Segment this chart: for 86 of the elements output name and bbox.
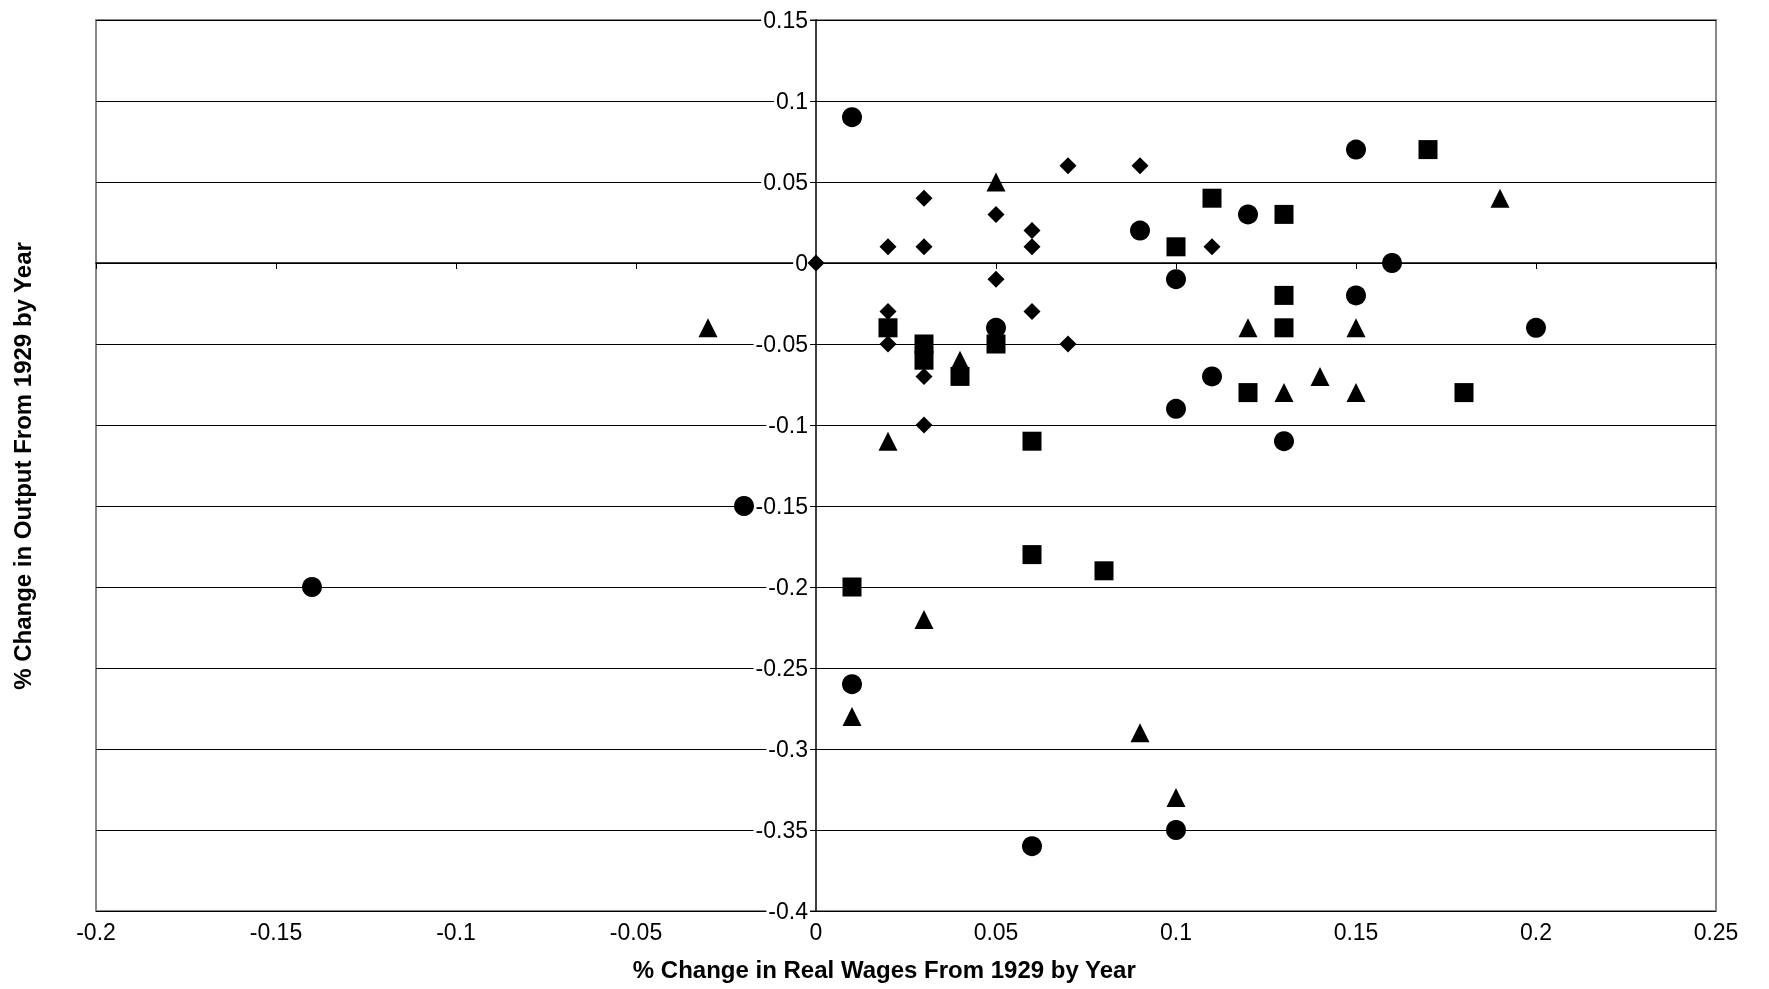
y-tick-label: -0.35	[755, 817, 808, 843]
point	[734, 496, 754, 516]
point	[1238, 383, 1258, 403]
point	[842, 107, 862, 128]
point	[1166, 398, 1186, 419]
point	[1346, 139, 1366, 160]
point	[914, 350, 934, 370]
point	[1022, 836, 1042, 857]
point	[879, 335, 897, 353]
x-tick-label: 0.15	[1333, 918, 1379, 945]
point	[987, 205, 1005, 223]
point	[1454, 383, 1474, 403]
point	[915, 416, 933, 434]
y-tick-label: -0.05	[755, 331, 808, 357]
point	[1274, 318, 1294, 338]
y-tick-label: -0.1	[768, 412, 808, 438]
point	[914, 609, 934, 629]
point	[1130, 723, 1150, 743]
y-axis-title: % Change in Output From 1929 by Year	[8, 242, 36, 690]
point	[879, 303, 897, 321]
x-tick-label: 0.05	[973, 918, 1019, 945]
point	[1346, 383, 1366, 403]
point	[1166, 269, 1186, 290]
point	[915, 238, 933, 256]
point	[1094, 561, 1114, 581]
point	[1346, 285, 1366, 306]
point	[1166, 820, 1186, 840]
point	[915, 367, 933, 385]
point	[1238, 204, 1258, 225]
point	[1238, 318, 1258, 338]
point	[1274, 431, 1294, 452]
y-tick-label: -0.4	[768, 898, 809, 924]
point	[1059, 335, 1077, 353]
point	[842, 707, 862, 727]
point	[1418, 140, 1438, 160]
point	[842, 674, 862, 695]
y-tick-label: -0.15	[755, 493, 808, 519]
point	[842, 577, 862, 597]
point	[878, 431, 898, 451]
x-tick-label: 0.1	[1160, 918, 1192, 945]
point	[1130, 220, 1150, 241]
y-tick-label: 0	[795, 250, 808, 276]
point	[1023, 222, 1041, 240]
point	[915, 189, 933, 207]
point	[1023, 238, 1041, 256]
point	[1023, 303, 1041, 321]
point	[1274, 383, 1294, 403]
point	[1526, 317, 1546, 338]
point	[1274, 204, 1294, 224]
x-axis-title: % Change in Real Wages From 1929 by Year	[632, 955, 1136, 983]
point	[986, 172, 1006, 192]
point	[1022, 431, 1042, 451]
x-tick-label: -0.2	[76, 918, 116, 945]
point	[1382, 253, 1402, 273]
x-tick-label: 0.2	[1520, 918, 1552, 945]
point	[1059, 157, 1077, 175]
point	[1310, 366, 1330, 386]
y-tick-label: -0.3	[768, 736, 808, 762]
point	[1274, 285, 1294, 305]
point	[878, 318, 898, 338]
y-tick-label: -0.2	[768, 574, 808, 600]
y-tick-label: 0.1	[776, 88, 808, 114]
point	[1202, 188, 1222, 208]
point	[1203, 238, 1221, 256]
y-tick-label: -0.25	[755, 655, 808, 681]
y-tick-label: 0.05	[763, 169, 808, 195]
x-tick-label: -0.1	[436, 918, 476, 945]
point	[1166, 788, 1186, 808]
point	[698, 318, 718, 338]
x-tick-label: -0.15	[249, 918, 303, 945]
point	[1022, 545, 1042, 565]
point	[986, 317, 1006, 338]
x-tick-label: -0.05	[609, 918, 663, 945]
point	[1166, 237, 1186, 257]
point	[807, 254, 825, 272]
point	[950, 350, 970, 370]
point	[987, 270, 1005, 288]
y-tick-label: 0.15	[763, 7, 808, 33]
point	[1131, 157, 1149, 175]
point	[1490, 188, 1510, 208]
point	[302, 577, 322, 597]
point	[986, 334, 1006, 354]
point	[1346, 318, 1366, 338]
x-tick-label: 0.25	[1693, 918, 1739, 945]
point	[1202, 366, 1222, 387]
point	[879, 238, 897, 256]
